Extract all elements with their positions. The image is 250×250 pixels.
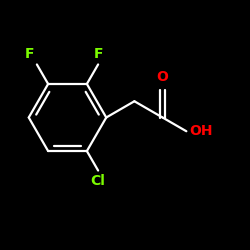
Text: Cl: Cl bbox=[91, 174, 106, 188]
Text: O: O bbox=[156, 70, 168, 84]
Text: F: F bbox=[94, 47, 103, 61]
Text: OH: OH bbox=[189, 124, 212, 138]
Text: F: F bbox=[25, 47, 34, 61]
